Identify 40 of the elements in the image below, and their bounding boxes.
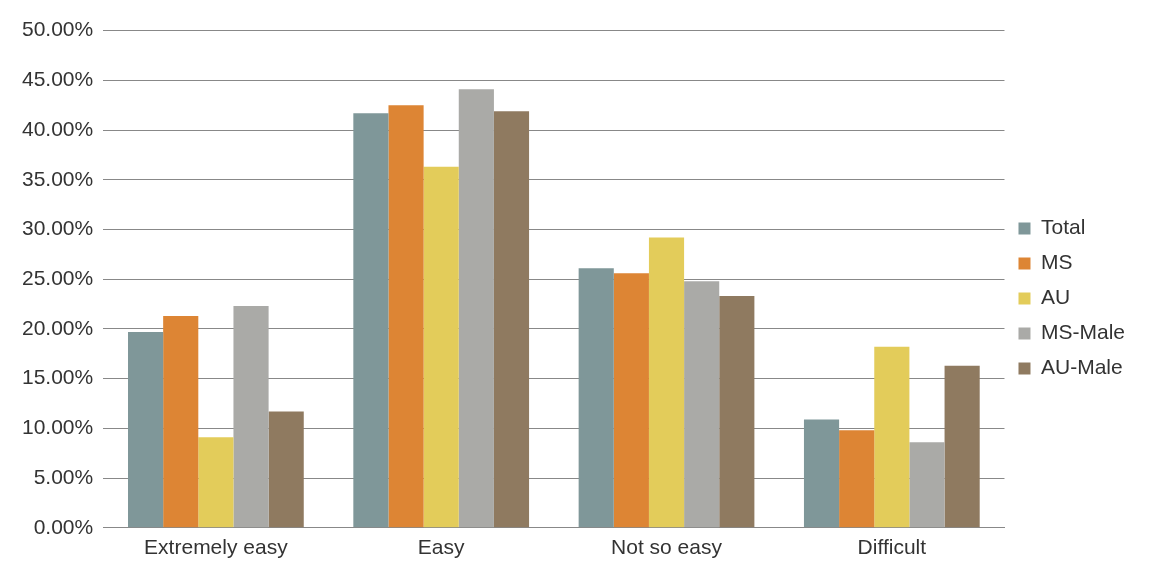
y-tick-label: 5.00% (33, 464, 94, 488)
bar (578, 268, 614, 528)
bar (128, 331, 164, 528)
legend-label: MS-Male (1040, 320, 1126, 344)
y-tick-label: 40.00% (21, 116, 94, 140)
y-tick-label: 35.00% (21, 166, 94, 190)
bar (458, 89, 494, 528)
bar (613, 273, 649, 528)
legend-label: AU-Male (1040, 355, 1123, 379)
y-tick-label: 15.00% (21, 365, 94, 389)
bar (874, 346, 910, 528)
y-tick-label: 20.00% (21, 315, 94, 339)
bar (909, 442, 945, 528)
x-tick-label: Extremely easy (144, 535, 289, 559)
bar (719, 296, 755, 528)
y-tick-label: 10.00% (21, 415, 94, 439)
bar (684, 281, 720, 528)
legend-label: MS (1040, 250, 1073, 274)
bar (353, 113, 389, 528)
bar (648, 237, 685, 528)
bar (423, 166, 459, 528)
x-tick-label: Difficult (857, 535, 927, 559)
bar (388, 105, 424, 528)
legend-label: Total (1040, 215, 1086, 239)
y-tick-label: 45.00% (21, 67, 94, 91)
bar (839, 430, 875, 528)
bar (198, 437, 234, 528)
bar (233, 306, 269, 528)
bar (944, 365, 980, 528)
x-tick-label: Not so easy (611, 535, 723, 559)
bar (803, 419, 840, 528)
legend-label: AU (1040, 285, 1071, 309)
y-tick-label: 30.00% (21, 216, 94, 240)
y-tick-label: 25.00% (21, 266, 94, 289)
y-tick-label: 0.00% (33, 514, 94, 538)
bar (268, 411, 304, 528)
x-tick-label: Easy (417, 535, 466, 559)
y-tick-label: 50.00% (21, 17, 94, 41)
bar (493, 111, 530, 528)
bar (163, 315, 199, 528)
